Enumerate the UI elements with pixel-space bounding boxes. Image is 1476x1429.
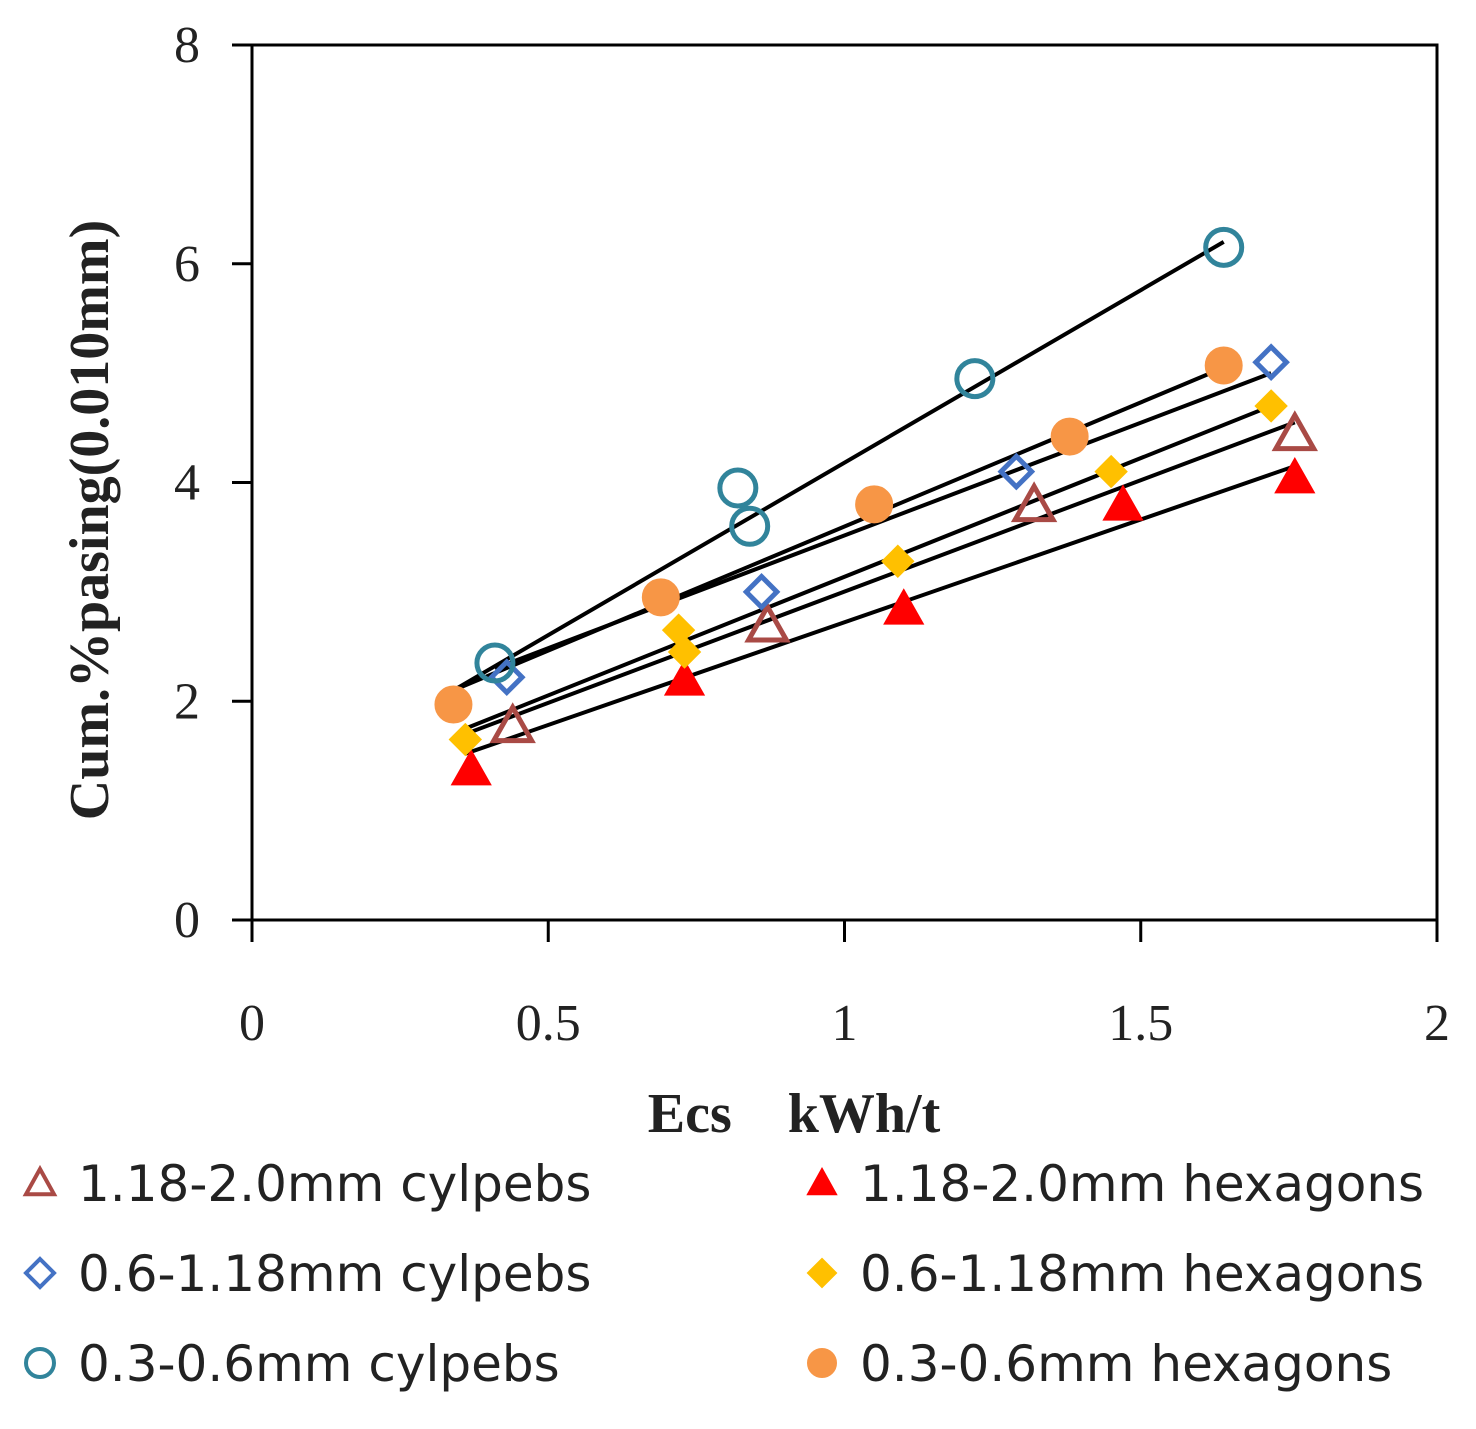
data-point [1274,457,1316,494]
y-tick-label: 2 [174,673,200,730]
legend-label: 0.6-1.18mm hexagons [860,1245,1424,1303]
data-point [881,544,915,578]
y-axis: 0 2 4 6 8 [174,17,252,949]
data-point [1204,346,1243,385]
data-point [744,601,791,643]
data-point [717,467,759,509]
legend-label: 0.3-0.6mm hexagons [860,1335,1392,1393]
y-tick-label: 4 [174,455,200,512]
data-point [1254,389,1288,423]
data-point [450,749,492,786]
data-point [1010,481,1058,523]
trendline [464,420,1296,736]
y-tick-label: 6 [174,236,200,293]
y-axis-title: Cum.%pasing(0.010mm) [59,220,121,820]
trendline [452,365,1225,693]
legend-marker [23,1256,57,1290]
data-point [1102,484,1144,521]
legend-item: 0.3-0.6mm hexagons [807,1335,1392,1393]
data-point [954,358,996,400]
data-point [487,658,526,697]
data-point [489,702,536,744]
data-point [667,635,702,669]
data-point [855,485,894,524]
trendline [452,240,1225,693]
data-point [434,685,473,724]
data-point [448,722,483,757]
data-point [1050,417,1089,456]
legend-label: 1.18-2.0mm cylpebs [78,1155,591,1213]
x-tick-label: 1.5 [1108,995,1173,1052]
x-axis-title: Ecs kWh/t [648,1083,941,1145]
legend-item: 0.6-1.18mm hexagons [806,1245,1424,1303]
x-tick-label: 1 [832,995,858,1052]
data-point [883,588,925,625]
legend-marker [22,1164,58,1197]
data-point [997,452,1036,491]
plot-area [250,43,1439,922]
legend-marker [807,1348,837,1378]
data-point [1271,410,1318,452]
data-point [641,578,680,617]
data-point [1094,454,1128,489]
x-tick-label: 2 [1424,995,1450,1052]
legend-marker [806,1257,838,1289]
data-point [474,642,516,684]
x-axis: 0 0.5 1 1.5 2 [239,920,1450,1052]
data-point [663,659,706,696]
data-point [729,505,771,547]
legend-item: 1.18-2.0mm cylpebs [22,1155,591,1213]
legend-label: 0.3-0.6mm cylpebs [78,1335,560,1393]
legend-label: 0.6-1.18mm cylpebs [78,1245,591,1303]
data-point [1203,226,1245,268]
trendline [464,404,1272,731]
legend-marker [24,1347,56,1379]
y-tick-label: 0 [174,892,200,949]
legend: 1.18-2.0mm cylpebs 1.18-2.0mm hexagons 0.6… [22,1155,1424,1393]
plot-border [250,43,1439,922]
data-point [742,573,781,611]
legend-item: 1.18-2.0mm hexagons [806,1155,1424,1213]
data-markers [434,226,1318,786]
x-tick-label: 0.5 [516,995,581,1052]
legend-marker [806,1166,838,1196]
legend-label: 1.18-2.0mm hexagons [860,1155,1424,1213]
data-point [1252,343,1290,382]
y-tick-label: 8 [174,17,200,74]
x-tick-label: 0 [239,995,265,1052]
trendline [464,464,1296,756]
legend-item: 0.3-0.6mm cylpebs [24,1335,560,1393]
legend-item: 0.6-1.18mm cylpebs [23,1245,591,1303]
